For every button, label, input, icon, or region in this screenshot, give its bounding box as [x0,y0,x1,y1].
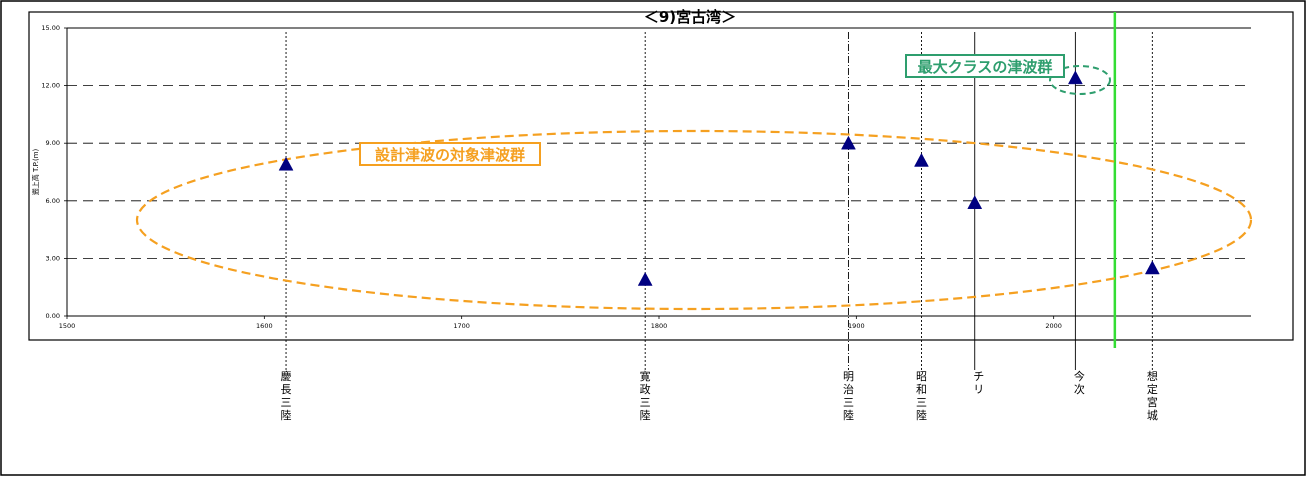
event-label: 慶長三陸 [281,369,292,422]
data-point [1144,260,1160,275]
data-point [278,156,294,171]
y-tick-label: 15.00 [41,24,60,32]
plot-border [28,11,1294,341]
event-label: チリ [973,370,984,396]
data-point [1067,70,1083,85]
y-tick-label: 0.00 [46,312,60,320]
data-point [914,152,929,167]
data-point [967,195,983,209]
y-tick-label: 3.00 [46,254,60,262]
data-point [841,135,856,150]
y-tick-label: 6.00 [46,197,60,205]
event-label: 今次 [1074,369,1085,396]
max-class-box [905,54,1065,78]
x-tick-label: 1900 [848,322,865,330]
x-tick-label: 2000 [1045,322,1062,330]
event-label: 明治三陸 [843,370,854,422]
max-class-ellipse [1049,65,1111,95]
design-tsunami-label: 設計津波の対象津波群 [375,146,525,164]
data-point [637,271,653,286]
x-tick-label: 1700 [453,322,470,330]
y-axis-title: 遡上高 T.P.(m) [31,148,40,195]
y-tick-label: 12.00 [41,82,60,90]
x-tick-label: 1600 [256,322,273,330]
x-tick-label: 1500 [59,322,76,330]
y-tick-label: 9.00 [46,139,60,147]
design-tsunami-ellipse [135,129,1253,311]
design-tsunami-box [359,142,541,166]
chart-title: ＜9)宮古湾＞ [643,8,737,26]
event-label: 想定宮城 [1147,369,1158,422]
event-label: 昭和三陸 [916,370,927,422]
max-class-label: 最大クラスの津波群 [918,58,1053,76]
event-label: 寛政三陸 [640,369,651,422]
x-tick-label: 1800 [651,322,668,330]
